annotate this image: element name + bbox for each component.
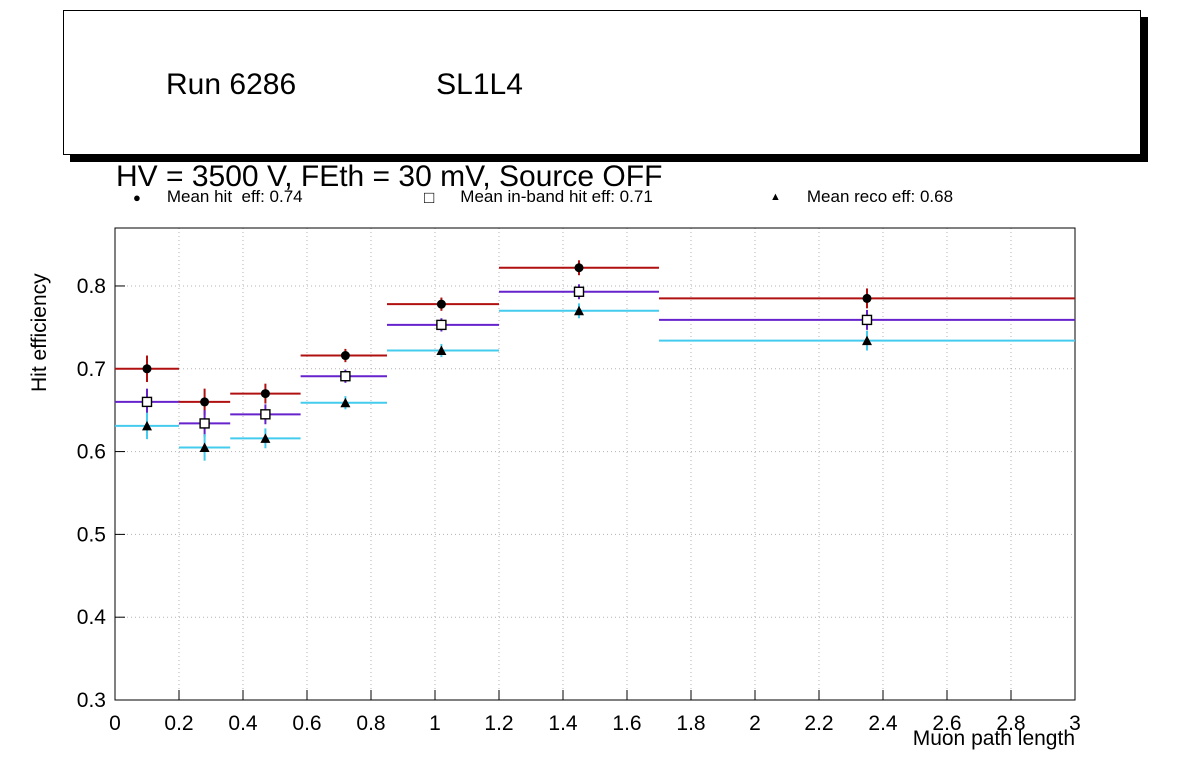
svg-text:2.6: 2.6 (932, 712, 961, 735)
svg-text:0.4: 0.4 (228, 712, 258, 735)
svg-text:0.4: 0.4 (77, 606, 107, 629)
svg-text:0.8: 0.8 (77, 275, 106, 298)
layer-label: SL1L4 (436, 68, 523, 101)
svg-text:1.8: 1.8 (676, 712, 705, 735)
svg-text:3: 3 (1069, 712, 1081, 735)
legend-label-reco-eff: Mean reco eff: 0.68 (806, 187, 954, 206)
filled-triangle-marker-icon: ▲ (770, 190, 781, 203)
svg-text:2: 2 (749, 712, 761, 735)
filled-circle-marker-icon: ● (133, 189, 141, 205)
open-square-marker-icon: □ (424, 187, 435, 207)
legend-entry-inband-hit-eff: □ Mean in-band hit eff: 0.71 (424, 184, 653, 210)
legend-label-inband-hit-eff: Mean in-band hit eff: 0.71 (460, 187, 653, 206)
svg-text:0.8: 0.8 (356, 712, 385, 735)
svg-text:2.2: 2.2 (804, 712, 833, 735)
svg-text:1.6: 1.6 (612, 712, 641, 735)
legend-entry-hit-eff: ● Mean hit eff: 0.74 (133, 184, 303, 210)
svg-text:0.6: 0.6 (292, 712, 321, 735)
legend-label-hit-eff: Mean hit eff: 0.74 (166, 187, 303, 206)
svg-text:0.5: 0.5 (77, 523, 106, 546)
svg-text:1.2: 1.2 (484, 712, 513, 735)
y-axis-title: Hit efficiency (28, 273, 51, 392)
svg-text:0.2: 0.2 (164, 712, 193, 735)
title-box: Run 6286 SL1L4 HV = 3500 V, FEth = 30 mV,… (63, 10, 1141, 193)
svg-text:2.8: 2.8 (996, 712, 1025, 735)
svg-text:2.4: 2.4 (868, 712, 898, 735)
x-axis-title: Muon path length (912, 727, 1075, 750)
svg-text:1: 1 (429, 712, 441, 735)
svg-text:0.7: 0.7 (77, 358, 106, 381)
svg-text:1.4: 1.4 (548, 712, 578, 735)
conditions-label: HV = 3500 V, FEth = 30 mV, Source OFF (116, 160, 663, 193)
svg-text:0.6: 0.6 (77, 441, 106, 464)
svg-text:0: 0 (109, 712, 121, 735)
run-label: Run 6286 (166, 68, 297, 101)
svg-text:0.3: 0.3 (77, 689, 106, 712)
title-line1: Run 6286 SL1L4 (116, 35, 1140, 134)
legend-entry-reco-eff: ▲ Mean reco eff: 0.68 (770, 184, 953, 210)
